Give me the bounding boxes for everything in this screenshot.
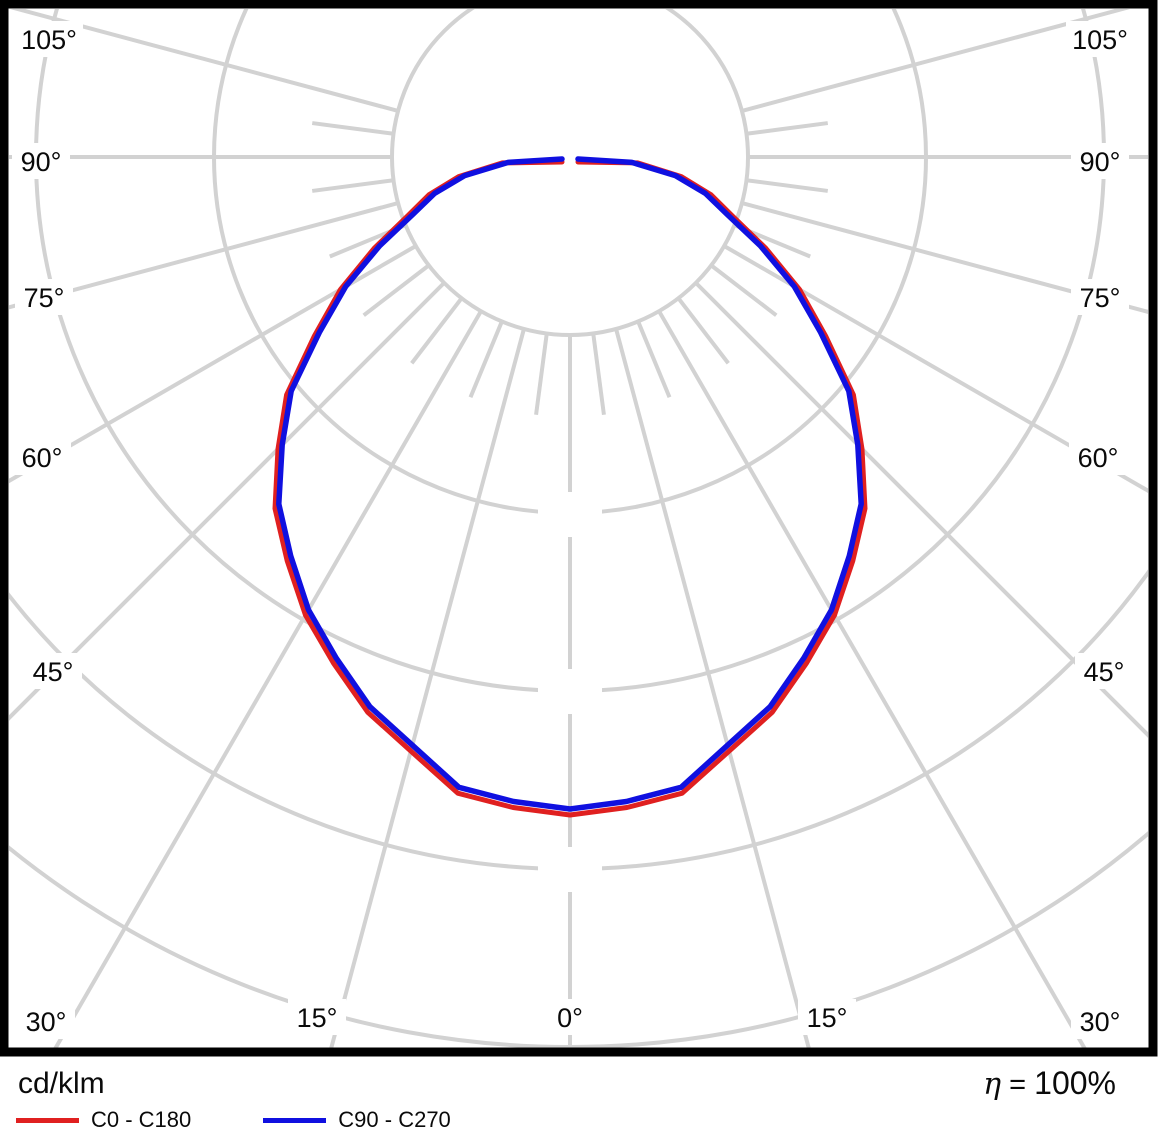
radial-line-major: [9, 201, 399, 310]
angle-label: 60°: [22, 443, 63, 473]
radial-tick-minor: [636, 320, 672, 398]
radial-line-major: [694, 281, 1148, 738]
angle-label: 30°: [26, 1007, 67, 1037]
radial-line-major: [9, 244, 417, 484]
angle-label: 15°: [807, 1003, 848, 1033]
radial-line-major: [614, 328, 811, 1048]
angle-label: 15°: [297, 1003, 338, 1033]
legend: C0 - C180 C90 - C270: [16, 1107, 523, 1133]
angle-label: 45°: [1084, 657, 1125, 687]
radial-tick-minor: [591, 333, 606, 416]
radial-tick-minor: [468, 320, 504, 398]
radial-line-major: [9, 9, 399, 113]
angle-label: 75°: [24, 283, 65, 313]
curve-c90-c270: [276, 156, 864, 812]
angle-label: 30°: [1080, 1007, 1121, 1037]
angle-label-gap: [1071, 279, 1129, 315]
radial-tick-minor: [709, 263, 778, 317]
polar-plot-canvas: 105° 90° 75° 60° 45° 30° 15° 0° 15° 30° 45° 60° 75° 9…: [0, 0, 1158, 1057]
efficiency-label: η = 100%: [983, 1065, 1116, 1102]
grid-ring: [390, 9, 750, 337]
chart-footer: cd/klm C0 - C180 C90 - C270 η = 100%: [0, 1057, 1164, 1143]
angle-label-gap: [24, 653, 82, 689]
radial-line-major: [53, 310, 483, 1048]
radial-line-major: [9, 281, 446, 721]
eta-symbol: η: [983, 1067, 1002, 1102]
radial-tick-minor: [746, 178, 829, 193]
angle-label: 75°: [1080, 283, 1121, 313]
angle-label: 90°: [21, 147, 62, 177]
angle-label-gap: [17, 1003, 75, 1039]
plot-area: 105° 90° 75° 60° 45° 30° 15° 0° 15° 30° 45° 60° 75° 9…: [9, 9, 1148, 1048]
radial-line-major: [741, 201, 1148, 314]
angle-label-gap: [12, 143, 70, 179]
eta-value: 100%: [1034, 1065, 1116, 1101]
angle-label-gap: [1071, 1003, 1129, 1039]
radial-line-major: [741, 9, 1131, 113]
angle-label: 0°: [557, 1003, 583, 1033]
angle-label-gap: [1069, 439, 1127, 475]
radial-tick-minor: [311, 178, 394, 193]
plot-frame: [0, 0, 1158, 1057]
radial-units-label: cd/klm: [18, 1067, 105, 1100]
grid-ring: [9, 569, 1148, 871]
radial-tick-minor: [311, 121, 394, 136]
legend-key-c90-c270: [263, 1117, 327, 1123]
angle-label: 105°: [21, 25, 77, 55]
angle-label-gap: [1075, 653, 1133, 689]
curve-c0-c180: [272, 159, 868, 818]
radial-line-major: [723, 244, 1148, 494]
angle-label-gap: [549, 999, 591, 1035]
ring-value-label-gap: [538, 847, 602, 892]
radial-line-major: [657, 310, 1087, 1048]
eta-equals: =: [1009, 1069, 1027, 1101]
angle-label: 90°: [1080, 147, 1121, 177]
angle-label: 45°: [33, 657, 74, 687]
angle-label: 105°: [1072, 25, 1128, 55]
angle-label-gap: [288, 999, 346, 1035]
ring-value-label-gap: [538, 492, 602, 537]
angle-label-gap: [798, 999, 856, 1035]
legend-label-c90-c270: C90 - C270: [338, 1107, 451, 1132]
radial-tick-minor: [534, 333, 549, 416]
radial-tick-minor: [362, 263, 431, 317]
angle-label-gap: [13, 439, 71, 475]
radial-tick-minor: [676, 296, 730, 365]
angle-label-gap: [1071, 143, 1129, 179]
radial-tick-minor: [746, 121, 829, 136]
legend-key-c0-c180: [16, 1117, 79, 1123]
ring-value-label-gap: [538, 669, 602, 714]
angle-label-gap: [1066, 21, 1134, 57]
angle-label: 60°: [1078, 443, 1119, 473]
radial-tick-minor: [410, 296, 464, 365]
legend-label-c0-c180: C0 - C180: [91, 1107, 192, 1132]
angle-label-gap: [15, 21, 83, 57]
angle-label-gap: [15, 279, 73, 315]
radial-line-major: [329, 328, 526, 1048]
